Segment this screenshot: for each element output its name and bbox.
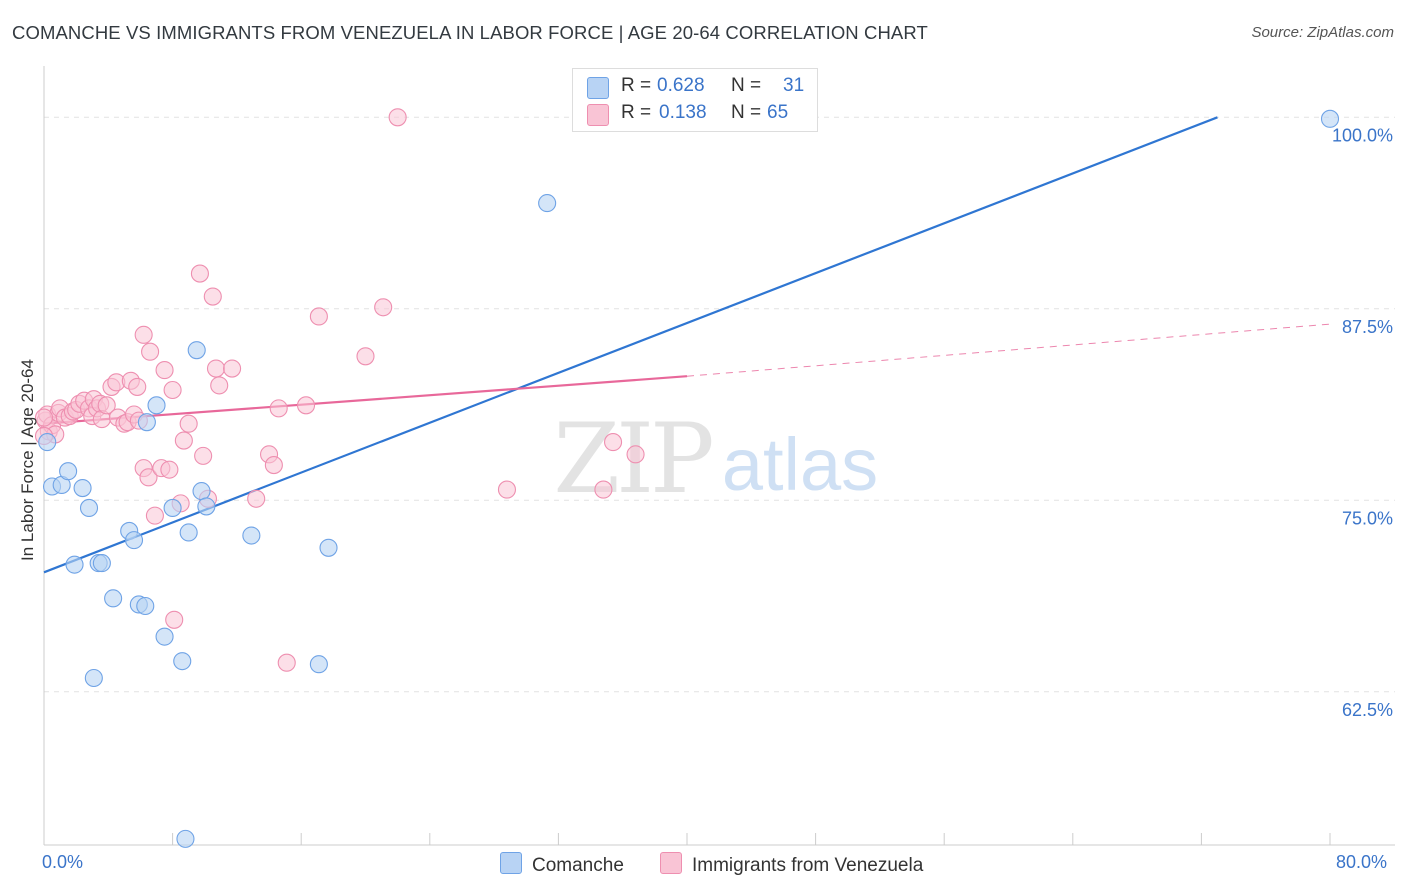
comanche-point	[59, 462, 78, 481]
axes	[43, 66, 1395, 846]
comanche-point	[84, 668, 103, 688]
y-tick-label: 75.0%	[1342, 508, 1393, 528]
venezuela-point	[594, 480, 613, 499]
comanche-legend-swatch	[500, 852, 522, 874]
comanche-point	[173, 652, 192, 671]
comanche-point	[104, 589, 123, 608]
venezuela-point	[206, 359, 226, 378]
venezuela-point	[203, 287, 222, 306]
legend-n-value: 31	[783, 75, 805, 96]
venezuela-point	[128, 377, 147, 396]
venezuela-points	[34, 108, 645, 672]
venezuela-point	[264, 456, 283, 475]
gridlines	[44, 116, 1395, 693]
watermark: ZIP atlas	[553, 403, 878, 515]
venezuela-point	[145, 506, 164, 525]
y-tick-label: 87.5%	[1342, 317, 1393, 337]
comanche-point	[124, 531, 144, 550]
venezuela-point	[210, 376, 229, 395]
legend-n-value: 65	[767, 102, 789, 123]
comanche-point	[137, 413, 156, 432]
watermark-atlas: atlas	[722, 423, 878, 506]
chart-title: COMANCHE VS IMMIGRANTS FROM VENEZUELA IN…	[12, 22, 928, 43]
venezuela-point	[160, 460, 179, 479]
venezuela-point	[277, 653, 296, 672]
venezuela-point	[190, 264, 209, 283]
comanche-point	[38, 433, 57, 452]
comanche-point	[197, 497, 216, 516]
legend-r-value: 0.628	[657, 75, 705, 96]
venezuela-legend-label: Immigrants from Venezuela	[692, 855, 924, 876]
venezuela-point	[163, 380, 182, 400]
venezuela-legend-swatch	[660, 852, 682, 874]
venezuela-point	[34, 408, 54, 427]
comanche-trend-line	[43, 116, 1218, 574]
comanche-point	[192, 482, 211, 501]
comanche-point	[187, 341, 206, 360]
comanche-points	[38, 109, 1340, 848]
bottom-legend-comanche: Comanche	[500, 852, 624, 877]
x-tick-label-min: 0.0%	[42, 852, 84, 872]
venezuela-point	[165, 610, 184, 629]
venezuela-point	[604, 433, 623, 452]
y-tick-labels: 62.5% 75.0% 87.5% 100.0%	[1332, 125, 1393, 720]
venezuela-point	[134, 325, 153, 344]
venezuela-point	[223, 359, 242, 378]
legend-r-value: 0.138	[659, 102, 707, 123]
stats-legend: R = 0.628 N = 31 R = 0.138 N = 65	[572, 68, 818, 132]
venezuela-swatch	[587, 104, 609, 126]
comanche-point	[92, 554, 111, 573]
venezuela-point	[269, 399, 288, 418]
comanche-point	[136, 596, 155, 616]
comanche-point	[538, 194, 557, 213]
comanche-point	[147, 396, 166, 415]
comanche-point	[65, 555, 84, 574]
comanche-point	[155, 627, 174, 646]
venezuela-point	[247, 489, 266, 508]
y-axis-label: In Labor Force | Age 20-64	[18, 359, 37, 561]
comanche-point	[176, 829, 195, 848]
comanche-point	[73, 478, 92, 498]
venezuela-point	[194, 446, 213, 465]
comanche-point	[179, 523, 198, 542]
legend-n-label: N =	[731, 75, 762, 96]
comanche-point	[163, 498, 182, 518]
comanche-point	[242, 526, 261, 545]
venezuela-point	[356, 347, 375, 366]
comanche-swatch	[587, 77, 609, 99]
venezuela-point	[497, 480, 517, 499]
legend-r-label: R =	[621, 102, 652, 123]
legend-n-label: N =	[731, 102, 762, 123]
comanche-point	[79, 498, 99, 518]
legend-r-label: R =	[621, 75, 652, 96]
source-label: Source: ZipAtlas.com	[1251, 24, 1394, 41]
venezuela-point	[174, 431, 193, 450]
comanche-point	[319, 538, 338, 557]
venezuela-trend-extension	[686, 323, 1331, 377]
venezuela-point	[296, 396, 316, 415]
comanche-point	[1320, 109, 1340, 128]
venezuela-point	[139, 468, 158, 487]
y-tick-label: 100.0%	[1332, 125, 1393, 145]
comanche-point	[309, 655, 328, 674]
venezuela-point	[141, 342, 160, 361]
venezuela-point	[309, 307, 328, 326]
venezuela-point	[155, 361, 174, 380]
venezuela-point	[179, 414, 198, 433]
comanche-legend-label: Comanche	[532, 855, 624, 876]
venezuela-point	[97, 396, 116, 415]
bottom-legend-venezuela: Immigrants from Venezuela	[660, 852, 923, 877]
venezuela-point	[626, 445, 645, 464]
venezuela-point	[374, 298, 393, 317]
venezuela-point	[388, 108, 407, 127]
x-tick-label-max: 80.0%	[1336, 852, 1388, 872]
y-tick-label: 62.5%	[1342, 700, 1393, 720]
